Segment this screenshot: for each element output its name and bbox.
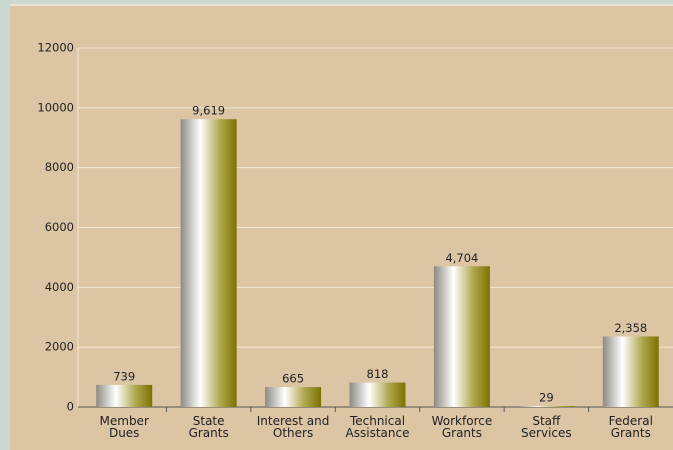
x-tick-label: Staff Services bbox=[521, 414, 572, 440]
y-tick-label: 12000 bbox=[37, 41, 74, 55]
value-label: 9,619 bbox=[192, 104, 225, 118]
bar bbox=[602, 336, 659, 407]
y-tick-label: 10000 bbox=[37, 100, 74, 114]
value-label: 29 bbox=[539, 391, 554, 405]
x-tick-label: Federal Grants bbox=[608, 414, 653, 440]
bar bbox=[518, 406, 575, 407]
value-label: 4,704 bbox=[445, 251, 478, 265]
y-tick-label: 4000 bbox=[45, 280, 74, 294]
bar bbox=[265, 387, 322, 407]
value-label: 818 bbox=[367, 367, 389, 381]
bar bbox=[349, 382, 406, 407]
y-tick-label: 8000 bbox=[45, 160, 74, 174]
x-tick-label: Workforce Grants bbox=[431, 414, 493, 440]
value-label: 2,358 bbox=[614, 321, 647, 335]
y-tick-label: 6000 bbox=[45, 220, 74, 234]
y-tick-label: 2000 bbox=[45, 340, 74, 354]
x-tick-label: Member Dues bbox=[99, 414, 149, 440]
bar bbox=[433, 266, 490, 407]
x-tick-label: State Grants bbox=[188, 414, 229, 440]
value-label: 739 bbox=[113, 369, 135, 383]
bar bbox=[96, 384, 153, 407]
x-tick-label: Interest and Others bbox=[256, 414, 330, 440]
bar bbox=[180, 119, 237, 408]
value-label: 665 bbox=[282, 372, 304, 386]
y-tick-label: 0 bbox=[67, 400, 74, 414]
x-tick-label: Technical Assistance bbox=[345, 414, 410, 440]
